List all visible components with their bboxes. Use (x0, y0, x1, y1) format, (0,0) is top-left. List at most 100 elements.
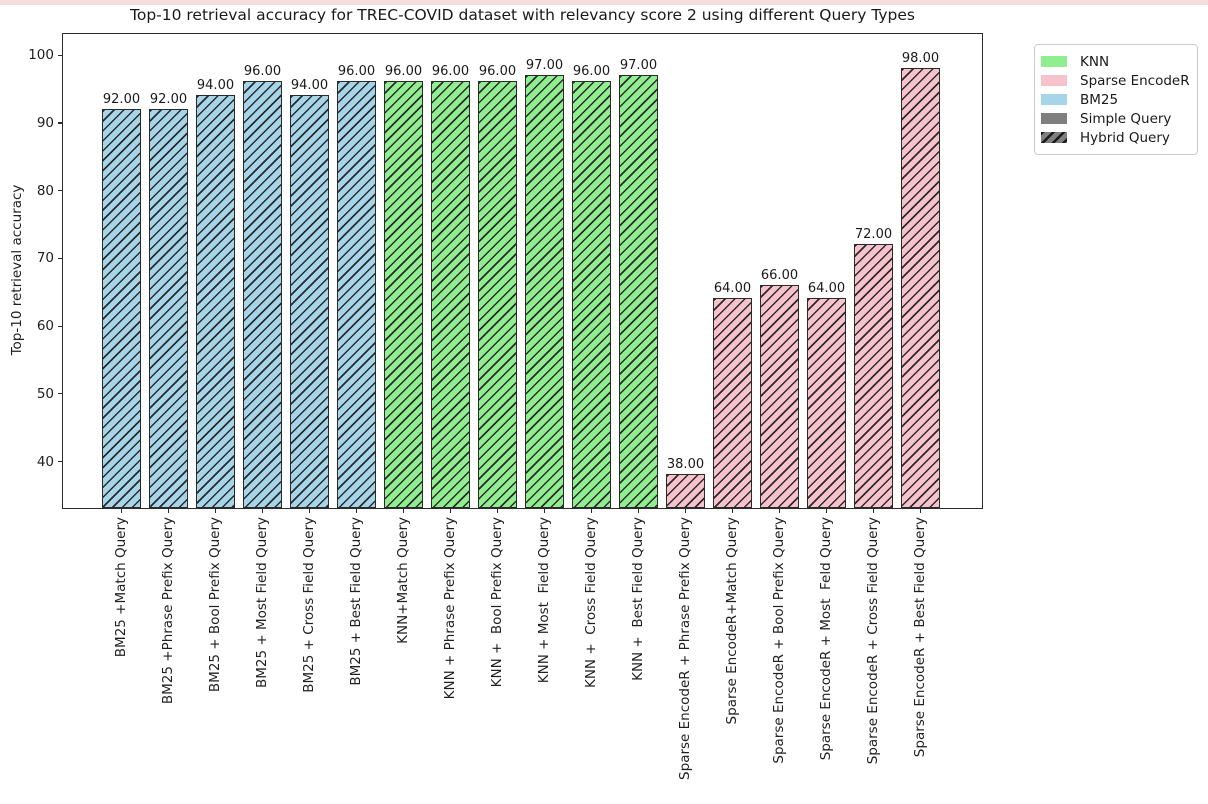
legend-swatch-icon (1041, 132, 1067, 143)
bar-value-label-17: 98.00 (901, 50, 940, 66)
x-tick-mark (778, 509, 781, 513)
y-tick-mark (58, 325, 62, 327)
x-tick-label-17: Sparse EncodeR + Best Field Query (912, 517, 928, 758)
bar-17 (901, 67, 940, 508)
bar-11 (619, 74, 658, 508)
bar-13 (713, 298, 752, 508)
bar-14 (760, 284, 799, 508)
x-tick-label-13: Sparse EncodeR+Match Query (724, 517, 740, 725)
bar-value-label-4: 94.00 (290, 77, 329, 93)
bar-value-label-6: 96.00 (384, 64, 423, 80)
y-tick-mark (58, 257, 62, 260)
x-tick-mark (637, 509, 640, 513)
bar-8 (478, 81, 517, 508)
x-tick-mark (825, 509, 828, 513)
y-tick-label-40: 40 (36, 453, 54, 470)
x-tick-mark (872, 509, 875, 513)
x-tick-label-2: BM25 + Bool Prefix Query (207, 517, 223, 693)
bar-0 (102, 108, 141, 508)
x-tick-label-7: KNN + Phrase Prefix Query (442, 517, 458, 700)
x-tick-label-11: KNN + Best Field Query (630, 517, 646, 681)
x-tick-label-10: KNN + Cross Field Query (583, 517, 599, 689)
legend-swatch-icon (1041, 75, 1067, 86)
x-tick-mark (449, 509, 452, 513)
bar-value-label-14: 66.00 (760, 267, 799, 283)
bar-12 (666, 474, 705, 508)
x-tick-label-14: Sparse EncodeR + Bool Prefix Query (771, 517, 787, 764)
x-tick-mark (543, 509, 546, 513)
x-tick-mark (590, 509, 593, 513)
x-tick-mark (120, 509, 123, 513)
bar-6 (384, 81, 423, 508)
legend-row: KNN (1041, 52, 1189, 71)
top-accent-strip (0, 0, 1208, 5)
x-tick-mark (214, 509, 217, 513)
legend-row: Sparse EncodeR (1041, 71, 1190, 90)
bar-value-label-9: 97.00 (525, 57, 564, 73)
legend-label: KNN (1080, 53, 1110, 70)
y-tick-label-50: 50 (36, 385, 54, 402)
bar-value-label-13: 64.00 (713, 281, 752, 297)
x-tick-label-0: BM25 +Match Query (113, 517, 129, 658)
y-tick-mark (58, 190, 62, 192)
bar-5 (337, 81, 376, 508)
y-tick-label-60: 60 (36, 318, 54, 335)
y-tick-mark (58, 461, 62, 463)
bar-10 (572, 81, 611, 508)
x-tick-label-1: BM25 +Phrase Prefix Query (160, 517, 176, 705)
bar-value-label-5: 96.00 (337, 64, 376, 80)
x-tick-mark (167, 509, 170, 513)
x-tick-label-8: KNN + Bool Prefix Query (489, 517, 505, 688)
bar-value-label-3: 96.00 (243, 64, 282, 80)
x-tick-mark (496, 509, 499, 513)
legend-label: BM25 (1080, 91, 1119, 108)
bar-2 (196, 94, 235, 508)
bar-1 (149, 108, 188, 508)
x-tick-mark (919, 509, 922, 513)
x-tick-mark (308, 509, 311, 513)
x-tick-mark (355, 509, 358, 513)
bar-4 (290, 94, 329, 508)
bar-value-label-16: 72.00 (854, 226, 893, 242)
bar-15 (807, 298, 846, 508)
bar-9 (525, 74, 564, 508)
bar-value-label-10: 96.00 (572, 64, 611, 80)
bar-value-label-1: 92.00 (149, 91, 188, 107)
legend-swatch-icon (1041, 113, 1067, 124)
legend-row: BM25 (1041, 90, 1189, 109)
legend-swatch-icon (1041, 94, 1067, 105)
legend: KNN Sparse EncodeR BM25 Simple Query Hybrid … (1034, 44, 1198, 155)
x-tick-label-12: Sparse EncodeR + Phrase Prefix Query (677, 517, 693, 780)
y-tick-label-70: 70 (36, 250, 54, 267)
y-tick-label-80: 80 (36, 182, 54, 199)
bar-value-label-8: 96.00 (478, 64, 517, 80)
y-tick-mark (58, 122, 62, 124)
x-tick-mark (731, 509, 734, 513)
x-tick-mark (261, 509, 264, 513)
x-tick-mark (402, 509, 405, 513)
x-tick-label-3: BM25 + Most Field Query (254, 517, 270, 688)
legend-row: Hybrid Query (1041, 128, 1189, 147)
legend-label: Hybrid Query (1080, 129, 1170, 146)
x-tick-label-5: BM25 + Best Field Query (348, 517, 364, 686)
bar-7 (431, 81, 470, 508)
x-tick-label-16: Sparse EncodeR + Cross Field Query (865, 517, 881, 765)
bar-value-label-2: 94.00 (196, 77, 235, 93)
x-tick-label-4: BM25 + Cross Field Query (301, 517, 317, 693)
x-tick-label-9: KNN + Most Field Query (536, 517, 552, 684)
y-tick-label-100: 100 (28, 47, 54, 64)
x-tick-label-15: Sparse EncodeR + Most Feld Query (818, 517, 834, 761)
bar-value-label-7: 96.00 (431, 64, 470, 80)
legend-row: Simple Query (1041, 109, 1189, 128)
chart-title: Top-10 retrieval accuracy for TREC-COVID… (130, 6, 915, 24)
plot-area: 92.00 92.00 94.00 96.00 94.00 96.00 96.00 96.00… (62, 33, 983, 509)
x-tick-label-6: KNN+Match Query (395, 517, 411, 644)
y-tick-label-90: 90 (36, 115, 54, 132)
y-tick-mark (58, 393, 62, 395)
bar-value-label-11: 97.00 (619, 57, 658, 73)
y-axis-label: Top-10 retrieval accuracy (9, 184, 25, 356)
bar-value-label-15: 64.00 (807, 281, 846, 297)
legend-label: Sparse EncodeR (1080, 72, 1190, 89)
legend-swatch-icon (1041, 56, 1067, 67)
